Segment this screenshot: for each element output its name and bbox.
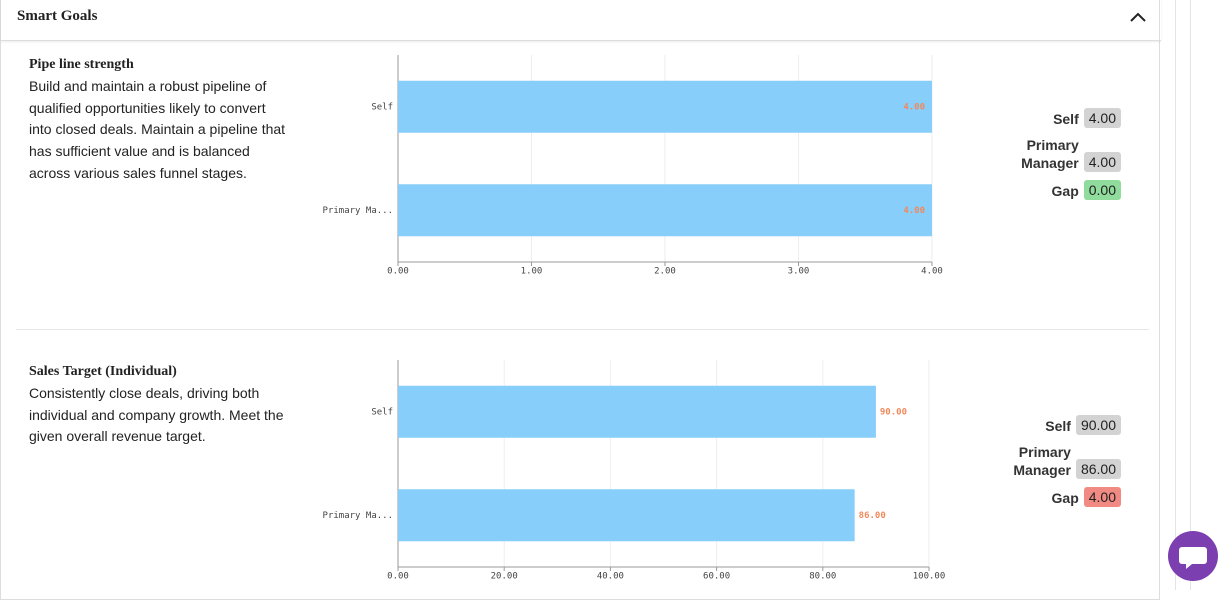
score-row: Primary Manager 4.00 <box>996 136 1121 172</box>
divider <box>1190 0 1191 590</box>
x-tick-label: 40.00 <box>597 572 624 582</box>
section-header[interactable]: Smart Goals <box>1 0 1161 41</box>
score-row: Gap 0.00 <box>996 180 1121 200</box>
score-badge: 4.00 <box>1083 487 1121 507</box>
x-tick-label: 1.00 <box>521 267 543 277</box>
card: Smart Goals Pipe line strength Build and… <box>0 0 1161 600</box>
bar <box>398 489 855 542</box>
goal-title: Pipe line strength <box>29 57 134 72</box>
y-tick-label: Self <box>371 407 393 417</box>
goal-title: Sales Target (Individual) <box>29 364 177 379</box>
chart: 0.00 20.00 40.00 60.00 80.00 100.00 Self 90.00 P… <box>323 360 946 582</box>
goal-description: Consistently close deals, driving both i… <box>29 385 284 445</box>
x-tick-label: 100.00 <box>913 572 946 582</box>
y-tick-label: Primary Ma... <box>323 511 393 521</box>
section-title: Smart Goals <box>17 8 98 24</box>
score-badge: 4.00 <box>1083 152 1121 172</box>
score-badge: 4.00 <box>1083 108 1121 128</box>
value-label: 90.00 <box>880 407 907 417</box>
separator <box>16 329 1149 330</box>
collapse-icon[interactable] <box>1129 10 1147 24</box>
y-tick-label: Primary Ma... <box>323 206 393 216</box>
bar <box>398 80 932 133</box>
score-label: Self <box>1045 418 1071 434</box>
value-label: 4.00 <box>903 102 925 112</box>
divider <box>1175 0 1176 590</box>
x-tick-label: 3.00 <box>788 267 810 277</box>
chat-button[interactable] <box>1167 530 1219 582</box>
x-tick-label: 0.00 <box>387 572 409 582</box>
x-tick-label: 2.00 <box>654 267 676 277</box>
score-row: Gap 4.00 <box>996 487 1121 507</box>
score-label: Primary Manager <box>1021 137 1079 171</box>
score-row: Self 90.00 <box>996 415 1121 435</box>
x-tick-label: 20.00 <box>491 572 518 582</box>
score-row: Primary Manager 86.00 <box>996 443 1121 479</box>
bar <box>398 385 876 438</box>
bar <box>398 184 932 237</box>
score-badge: 90.00 <box>1075 415 1121 435</box>
score-panel: Self 4.00 Primary Manager 4.00 Gap 0.00 <box>996 108 1121 208</box>
score-badge: 0.00 <box>1083 180 1121 200</box>
x-tick-label: 80.00 <box>809 572 836 582</box>
y-tick-label: Self <box>371 102 393 112</box>
value-label: 4.00 <box>903 206 925 216</box>
score-label: Primary Manager <box>1013 444 1071 478</box>
x-tick-label: 4.00 <box>921 267 943 277</box>
score-panel: Self 90.00 Primary Manager 86.00 Gap 4.00 <box>996 415 1121 515</box>
chart: 0.00 1.00 2.00 3.00 4.00 Self 4.00 Primary Ma..… <box>323 55 943 277</box>
x-tick-label: 0.00 <box>387 267 409 277</box>
x-tick-label: 60.00 <box>703 572 730 582</box>
goal-description: Build and maintain a robust pipeline of … <box>29 78 286 181</box>
score-label: Self <box>1053 111 1079 127</box>
score-label: Gap <box>1051 490 1079 506</box>
value-label: 86.00 <box>859 511 886 521</box>
score-label: Gap <box>1051 183 1079 199</box>
score-row: Self 4.00 <box>996 108 1121 128</box>
score-badge: 86.00 <box>1075 459 1121 479</box>
